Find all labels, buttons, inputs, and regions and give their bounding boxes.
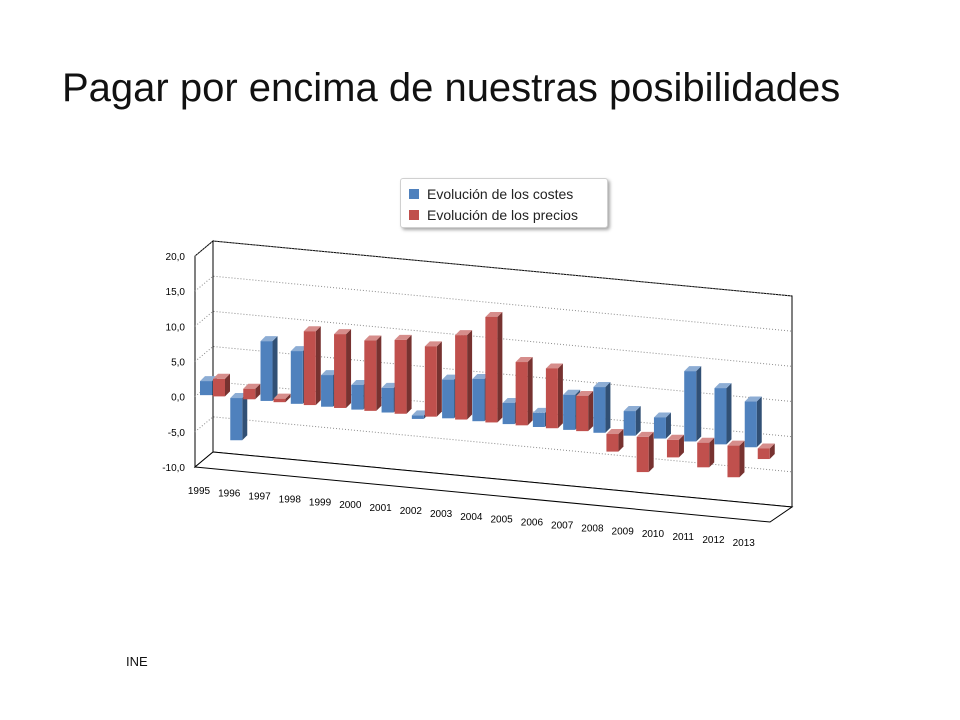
bar-precios-2000 [364,335,382,411]
y-tick-label: 10,0 [166,322,186,333]
x-tick-label: 2006 [521,518,544,529]
bar-costes-2013 [744,396,762,448]
bar-precios-2008 [606,429,624,452]
y-tick-label: 0,0 [171,393,185,404]
x-tick-label: 2001 [369,503,392,514]
bar-precios-2002 [424,341,442,417]
gridline [194,310,793,367]
bar-precios-1998 [303,326,321,406]
bar-precios-2003 [455,330,473,420]
y-tick-label: -5,0 [168,428,186,439]
bar-costes-1997 [260,336,278,401]
bar-precios-2005 [515,357,533,426]
x-tick-label: 2002 [400,506,423,517]
bar-costes-1996 [230,393,248,441]
x-tick-label: 1997 [248,492,271,503]
y-tick-label: 5,0 [171,358,185,369]
floor [193,451,794,523]
x-tick-label: 2000 [339,500,362,511]
x-tick-label: 2005 [491,515,514,526]
y-tick-label: 20,0 [166,252,186,263]
x-tick-label: 1998 [279,494,302,505]
bar-costes-2010 [653,412,671,439]
x-tick-label: 2004 [460,512,483,523]
x-axis-ticks: 1995 1996 1997 1998 1999 2000 2001 2002 2003 2004… [188,486,755,549]
chart-legend: Evolución de los costes Evolución de los… [400,178,608,228]
x-tick-label: 2012 [702,535,725,546]
x-tick-label: 1996 [218,489,241,500]
bar-costes-2012 [714,383,732,445]
bar-costes-2011 [684,366,702,442]
bar-precios-1996 [243,383,261,400]
gridline [194,240,793,297]
chart-bars [200,311,775,478]
y-tick-label: 15,0 [166,287,186,298]
bar-precios-2012 [727,440,745,478]
bar-precios-2011 [697,437,715,468]
bar-precios-2001 [394,334,412,414]
bar-costes-2008 [593,382,611,433]
x-tick-label: 2007 [551,521,574,532]
source-note: INE [126,654,148,669]
legend-swatch-costes [409,188,419,199]
x-tick-label: 2009 [612,526,635,537]
x-tick-label: 2013 [733,538,756,549]
legend-label-precios: Evolución de los precios [427,206,578,223]
x-tick-label: 2010 [642,529,665,540]
slide-title: Pagar por encima de nuestras posibilidad… [62,66,841,110]
y-axis-ticks: -10,0 -5,0 0,0 5,0 10,0 15,0 20,0 [162,252,185,474]
bar-precios-2009 [636,431,654,473]
bar-precios-1997 [273,393,291,403]
bar-precios-2006 [545,363,563,429]
side-wall [194,239,214,469]
x-tick-label: 2003 [430,509,453,520]
legend-label-costes: Evolución de los costes [427,185,574,202]
gridline [194,275,793,332]
bar-precios-2004 [485,311,503,423]
bar-costes-2009 [623,406,641,436]
legend-swatch-precios [409,209,419,220]
bar-precios-2010 [666,434,684,458]
bar-precios-2007 [576,390,594,432]
legend-item-precios: Evolución de los precios [409,204,599,225]
bar-precios-2013 [757,443,775,460]
x-tick-label: 2008 [581,523,604,534]
x-tick-label: 1995 [188,486,211,497]
bar-precios-1995 [213,373,230,397]
gridline [194,416,793,473]
x-tick-label: 1999 [309,497,332,508]
x-tick-label: 2011 [672,532,694,543]
legend-item-costes: Evolución de los costes [409,183,599,204]
bar-precios-1999 [334,329,352,408]
y-tick-label: -10,0 [162,463,185,474]
